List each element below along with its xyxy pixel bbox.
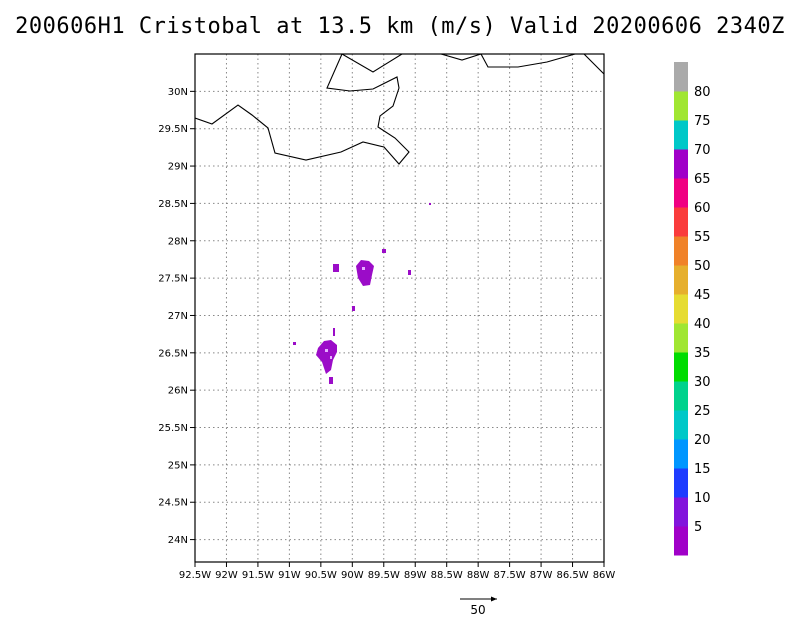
x-tick-label: 87.5W bbox=[494, 570, 526, 581]
x-tick-label: 90.5W bbox=[305, 570, 337, 581]
y-tick-label: 26.5N bbox=[158, 348, 188, 359]
colorbar-segment bbox=[674, 236, 688, 266]
x-axis-ticks: 92.5W 92W 91.5W 91W 90.5W 90W 89.5W 89W 88.5W 88W… bbox=[179, 562, 615, 581]
y-tick-label: 28.5N bbox=[158, 199, 188, 210]
vector-label: 50 bbox=[470, 603, 485, 617]
colorbar-segment bbox=[674, 62, 688, 92]
colorbar-segment bbox=[674, 439, 688, 469]
cell-small bbox=[429, 203, 431, 205]
x-tick-label: 89.5W bbox=[368, 570, 400, 581]
colorbar-label: 60 bbox=[694, 201, 711, 216]
y-tick-label: 25N bbox=[168, 460, 188, 471]
colorbar-label: 80 bbox=[694, 85, 711, 100]
colorbar-label: 75 bbox=[694, 114, 711, 129]
cell-small bbox=[293, 342, 296, 345]
x-tick-label: 86.5W bbox=[556, 570, 588, 581]
y-axis-ticks: 30N 29.5N 29N 28.5N 28N 27.5N 27N 26.5N 26N 25.5N… bbox=[158, 87, 195, 546]
x-tick-label: 92W bbox=[215, 570, 238, 581]
colorbar-label: 15 bbox=[694, 462, 711, 477]
y-tick-label: 26N bbox=[168, 386, 188, 397]
cell-small bbox=[329, 377, 333, 384]
coastline-west bbox=[195, 54, 410, 165]
y-tick-label: 29.5N bbox=[158, 124, 188, 135]
coastline bbox=[195, 54, 604, 165]
colorbar-segment bbox=[674, 526, 688, 556]
x-tick-label: 90W bbox=[341, 570, 364, 581]
cell-highlight bbox=[330, 356, 332, 359]
cell-cluster-north bbox=[356, 260, 374, 286]
cell-small bbox=[352, 306, 355, 311]
coastline-east bbox=[341, 54, 604, 75]
colorbar-segment bbox=[674, 497, 688, 527]
colorbar-segment bbox=[674, 91, 688, 121]
grid-lines bbox=[195, 54, 604, 562]
x-tick-label: 88W bbox=[467, 570, 490, 581]
x-tick-label: 87W bbox=[530, 570, 553, 581]
colorbar-segment bbox=[674, 178, 688, 208]
colorbar-label: 35 bbox=[694, 346, 711, 361]
colorbar-label: 50 bbox=[694, 259, 711, 274]
cell-highlight bbox=[325, 349, 328, 352]
x-tick-label: 91W bbox=[278, 570, 301, 581]
colorbar-segment bbox=[674, 410, 688, 440]
colorbar-segment bbox=[674, 323, 688, 353]
y-tick-label: 25.5N bbox=[158, 423, 188, 434]
y-tick-label: 29N bbox=[168, 162, 188, 173]
colorbar-label: 30 bbox=[694, 375, 711, 390]
colorbar-segment bbox=[674, 294, 688, 324]
chart-title: 200606H1 Cristobal at 13.5 km (m/s) Vali… bbox=[15, 14, 785, 39]
y-tick-label: 27.5N bbox=[158, 274, 188, 285]
x-tick-label: 88.5W bbox=[431, 570, 463, 581]
cell-small bbox=[333, 328, 335, 336]
map-frame bbox=[194, 53, 605, 563]
colorbar-label: 20 bbox=[694, 433, 711, 448]
colorbar-segment bbox=[674, 352, 688, 382]
colorbar-label: 10 bbox=[694, 491, 711, 506]
colorbar-label: 25 bbox=[694, 404, 711, 419]
colorbar-segment bbox=[674, 381, 688, 411]
colorbar-segment bbox=[674, 149, 688, 179]
cell-small bbox=[382, 249, 386, 253]
colorbar-segment bbox=[674, 265, 688, 295]
y-tick-label: 28N bbox=[168, 236, 188, 247]
colorbar-label: 55 bbox=[694, 230, 711, 245]
cell-small bbox=[333, 264, 339, 272]
y-tick-label: 27N bbox=[168, 311, 188, 322]
colorbar-segment bbox=[674, 207, 688, 237]
cell-small bbox=[408, 270, 411, 275]
y-tick-label: 24N bbox=[168, 535, 188, 546]
colorbar-label: 40 bbox=[694, 317, 711, 332]
x-tick-label: 89W bbox=[404, 570, 427, 581]
x-tick-label: 92.5W bbox=[179, 570, 211, 581]
cell-highlight bbox=[362, 267, 365, 270]
reference-vector: 50 bbox=[460, 596, 497, 617]
convective-cells bbox=[293, 203, 431, 384]
y-tick-label: 24.5N bbox=[158, 498, 188, 509]
y-tick-label: 30N bbox=[168, 87, 188, 98]
colorbar-label: 70 bbox=[694, 143, 711, 158]
x-tick-label: 86W bbox=[593, 570, 616, 581]
x-tick-label: 91.5W bbox=[242, 570, 274, 581]
colorbar-label: 5 bbox=[694, 520, 702, 535]
cell-cluster-south bbox=[316, 340, 337, 374]
colorbar-label: 45 bbox=[694, 288, 711, 303]
colorbar-segment bbox=[674, 120, 688, 150]
colorbar: 5 10 15 20 25 30 35 40 45 50 55 60 65 70 75 80 bbox=[674, 62, 711, 556]
colorbar-label: 65 bbox=[694, 172, 711, 187]
colorbar-segment bbox=[674, 468, 688, 498]
